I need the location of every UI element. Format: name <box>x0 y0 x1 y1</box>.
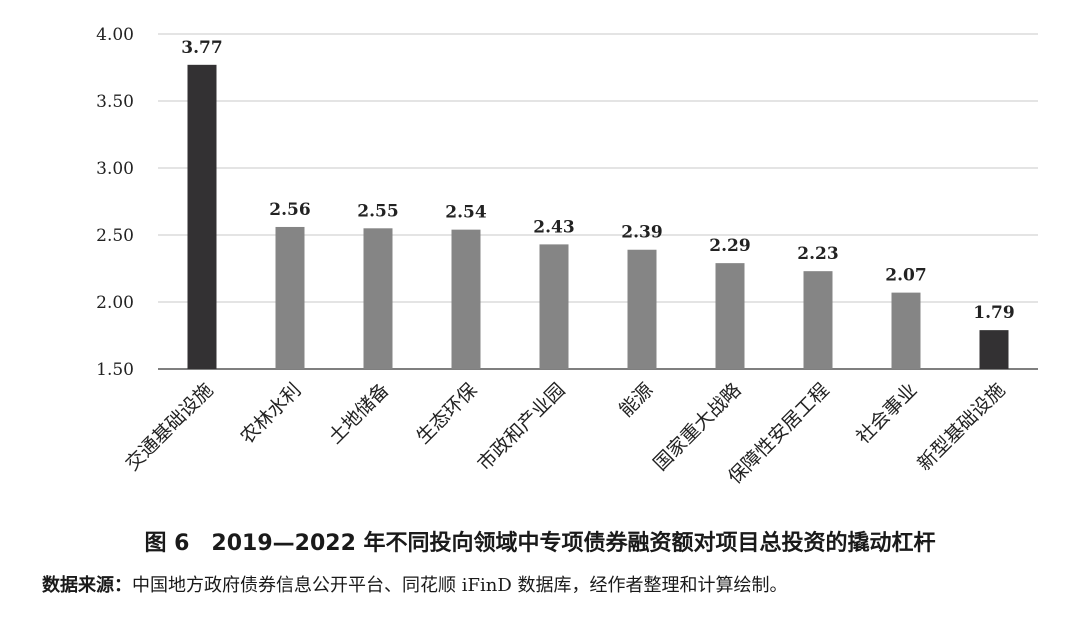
y-tick-label: 4.00 <box>96 25 134 45</box>
x-tick-label: 土地储备 <box>324 379 393 448</box>
bars <box>187 64 1009 369</box>
bar <box>275 226 305 369</box>
data-source-text: 中国地方政府债券信息公开平台、同花顺 iFinD 数据库，经作者整理和计算绘制。 <box>132 575 788 596</box>
bar <box>539 244 569 369</box>
data-label: 2.07 <box>885 266 926 286</box>
bar <box>803 271 833 369</box>
data-source-label: 数据来源： <box>42 575 132 596</box>
x-tick-label: 交通基础设施 <box>121 379 217 475</box>
y-tick-label: 2.00 <box>96 293 134 313</box>
bar <box>363 228 393 369</box>
data-label: 1.79 <box>973 303 1014 323</box>
x-tick-label: 农林水利 <box>236 379 305 448</box>
data-label: 3.77 <box>181 38 222 58</box>
data-label: 2.55 <box>357 201 398 221</box>
bar-chart: 1.50 2.00 2.50 3.00 3.50 4.00 3.77 2.56 2.55 2.5… <box>96 25 1038 489</box>
data-label: 2.54 <box>445 203 487 223</box>
x-tick-label: 能源 <box>615 379 657 421</box>
bar <box>715 263 745 369</box>
y-axis-ticks: 1.50 2.00 2.50 3.00 3.50 4.00 <box>96 25 134 380</box>
bar <box>187 64 217 369</box>
x-axis-labels: 交通基础设施 农林水利 土地储备 生态环保市政和产业园 能源国家重大战略保障性安居工程社… <box>121 379 1009 489</box>
bar <box>627 249 657 369</box>
y-tick-label: 1.50 <box>96 360 134 380</box>
x-tick-label: 国家重大战略 <box>649 379 745 475</box>
bar <box>451 229 481 369</box>
figure-caption: 图 6 2019—2022 年不同投向领域中专项债券融资额对项目总投资的撬动杠杆 <box>144 531 936 556</box>
bar <box>979 330 1009 369</box>
x-tick-label: 生态环保 <box>412 379 481 448</box>
data-label: 2.29 <box>709 236 750 256</box>
x-tick-label: 新型基础设施 <box>913 379 1009 475</box>
gridlines <box>158 33 1038 370</box>
y-tick-label: 3.00 <box>96 159 134 179</box>
x-tick-label: 社会事业 <box>852 379 921 448</box>
x-tick-label: 市政和产业园 <box>473 379 569 475</box>
data-label: 2.39 <box>621 223 662 243</box>
data-source: 数据来源：中国地方政府债券信息公开平台、同花顺 iFinD 数据库，经作者整理和… <box>42 571 787 597</box>
value-labels: 3.77 2.56 2.55 2.54 2.43 2.39 2.29 2.23 2.07 1.79 <box>181 38 1014 323</box>
bar <box>891 292 921 369</box>
data-label: 2.23 <box>797 244 838 264</box>
data-label: 2.56 <box>269 200 310 220</box>
data-label: 2.43 <box>533 217 574 237</box>
y-tick-label: 2.50 <box>96 226 134 246</box>
y-tick-label: 3.50 <box>96 92 134 112</box>
